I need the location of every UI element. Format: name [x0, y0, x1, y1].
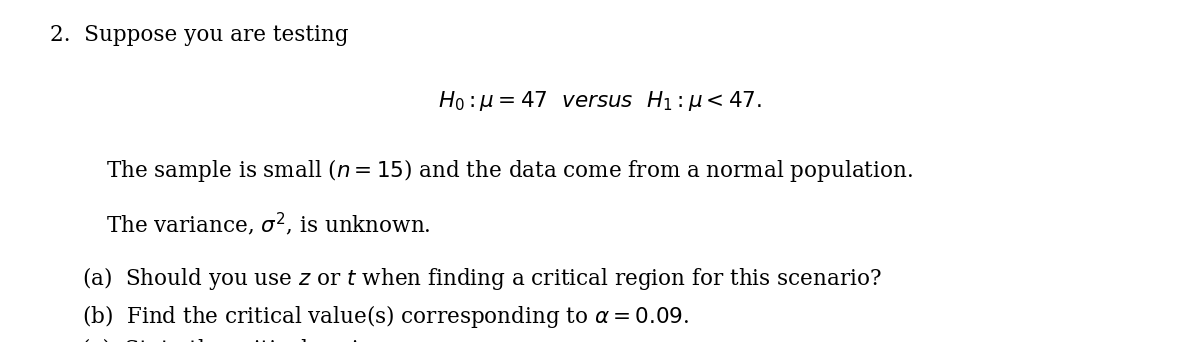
- Text: 2.  Suppose you are testing: 2. Suppose you are testing: [50, 24, 349, 46]
- Text: (c)  State the critical region.: (c) State the critical region.: [82, 339, 392, 342]
- Text: $H_0: \mu = 47\ \ \mathit{versus}\ \ H_1: \mu < 47.$: $H_0: \mu = 47\ \ \mathit{versus}\ \ H_1…: [438, 89, 762, 113]
- Text: The variance, $\sigma^2$, is unknown.: The variance, $\sigma^2$, is unknown.: [106, 210, 431, 238]
- Text: (a)  Should you use $z$ or $t$ when finding a critical region for this scenario?: (a) Should you use $z$ or $t$ when findi…: [82, 265, 881, 292]
- Text: (b)  Find the critical value(s) corresponding to $\alpha = 0.09$.: (b) Find the critical value(s) correspon…: [82, 303, 689, 330]
- Text: The sample is small ($n = 15$) and the data come from a normal population.: The sample is small ($n = 15$) and the d…: [106, 157, 912, 184]
